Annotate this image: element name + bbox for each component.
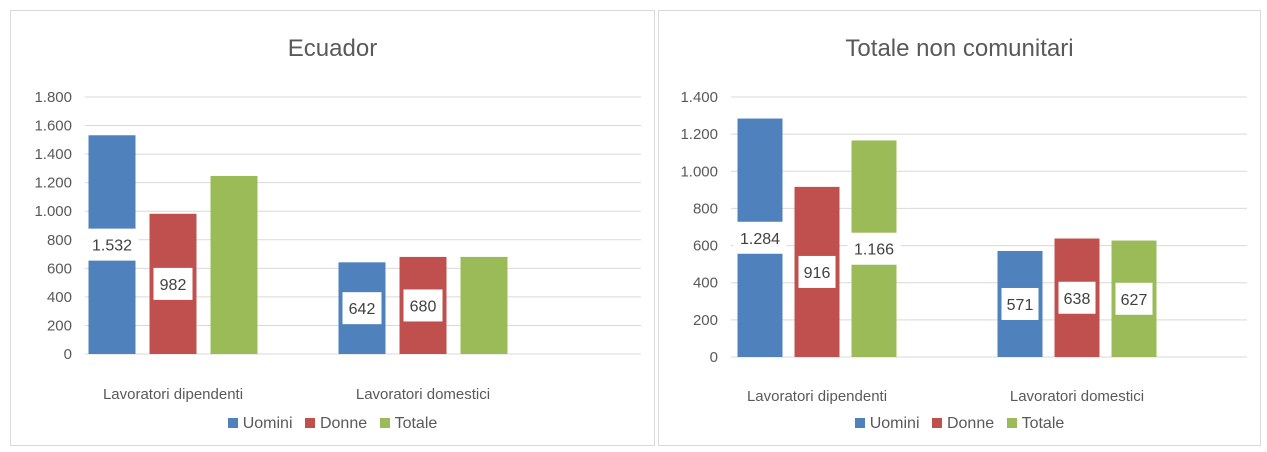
x-category-label: Lavoratori domestici (356, 386, 490, 403)
y-tick-label: 800 (47, 232, 72, 249)
x-category-label: Lavoratori dipendenti (103, 386, 243, 403)
y-tick-label: 800 (693, 200, 718, 217)
legend-label: Totale (394, 415, 438, 432)
legend-swatch-totale (379, 418, 390, 428)
data-label-box (342, 292, 382, 325)
data-label-box (1001, 287, 1039, 320)
data-label: 627 (1121, 292, 1148, 309)
data-label-box (85, 228, 139, 261)
legend-label: Uomini (242, 415, 293, 432)
data-label: 680 (410, 298, 437, 315)
data-label: 982 (160, 277, 187, 294)
y-tick-label: 1.800 (34, 89, 72, 106)
data-label-box (733, 221, 787, 254)
y-tick-label: 1.200 (34, 175, 72, 192)
data-label: 638 (1064, 291, 1091, 308)
y-tick-label: 200 (693, 312, 718, 329)
data-label: 571 (1007, 297, 1034, 314)
data-label: 1.166 (854, 242, 894, 259)
data-label-box (847, 232, 901, 265)
y-tick-label: 0 (64, 346, 72, 363)
legend-item-donne: Donne (304, 415, 368, 433)
data-label: 916 (804, 265, 831, 282)
y-tick-label: 400 (47, 289, 72, 306)
x-category-label: Lavoratori dipendenti (747, 388, 887, 405)
data-label-box (1115, 282, 1153, 315)
legend-swatch-donne (931, 418, 942, 428)
chart-plot-ecuador: 0 200 400 600 800 1.000 1.200 1.400 1.600 1.800 La… (34, 89, 641, 403)
chart-title: Ecuador (287, 35, 378, 62)
y-tick-label: 1.000 (680, 163, 718, 180)
legend-label: Donne (319, 415, 368, 432)
chart-plot-totale-non-comunitari: 0 200 400 600 800 1.000 1.200 1.400 Lavoratori d… (680, 89, 1247, 405)
y-tick-label: 1.400 (34, 146, 72, 163)
y-tick-label: 600 (693, 238, 718, 255)
legend-swatch-totale (1006, 418, 1017, 428)
data-label-box (798, 255, 836, 288)
data-label-box (403, 289, 443, 322)
bar-totale (210, 175, 258, 354)
legend-label: Uomini (869, 415, 920, 432)
chart-legend: Uomini Donne Totale (11, 415, 654, 433)
legend-label: Totale (1021, 415, 1065, 432)
data-label: 1.284 (740, 231, 780, 248)
y-tick-label: 0 (710, 349, 718, 366)
y-tick-label: 200 (47, 317, 72, 334)
chart-title: Totale non comunitari (845, 35, 1074, 62)
legend-item-uomini: Uomini (227, 415, 293, 433)
legend-item-totale: Totale (1006, 415, 1065, 433)
y-tick-label: 1.200 (680, 126, 718, 143)
legend-swatch-donne (304, 418, 315, 428)
y-tick-label: 1.600 (34, 118, 72, 135)
data-label-box (153, 267, 193, 300)
y-tick-label: 1.400 (680, 89, 718, 106)
legend-swatch-uomini (227, 418, 238, 428)
legend-item-donne: Donne (931, 415, 995, 433)
y-tick-label: 400 (693, 275, 718, 292)
legend-item-totale: Totale (379, 415, 438, 433)
data-label-box (1058, 281, 1096, 314)
legend-swatch-uomini (854, 418, 865, 428)
data-label: 1.532 (92, 238, 132, 255)
y-tick-label: 1.000 (34, 203, 72, 220)
data-label: 642 (349, 301, 376, 318)
legend-label: Donne (946, 415, 995, 432)
x-category-label: Lavoratori domestici (1010, 388, 1144, 405)
chart-panel-ecuador: Ecuador 0 200 400 600 800 1.000 1.200 1.400 1.60… (10, 10, 655, 446)
bar-totale (460, 256, 508, 354)
y-tick-label: 600 (47, 260, 72, 277)
legend-item-uomini: Uomini (854, 415, 920, 433)
chart-panel-totale-non-comunitari: Totale non comunitari 0 200 400 600 800 1.000… (658, 10, 1261, 446)
chart-legend: Uomini Donne Totale (659, 415, 1260, 433)
